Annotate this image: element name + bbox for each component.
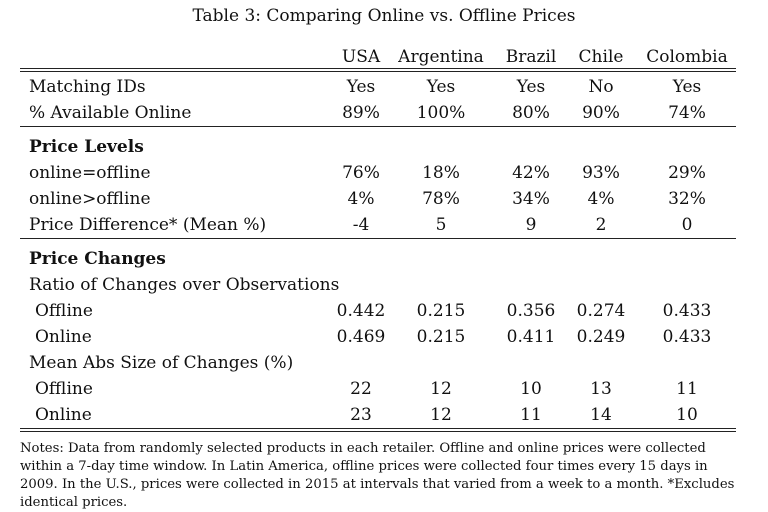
row-label: % Available Online (29, 103, 192, 123)
table-cell: 80% (512, 103, 550, 123)
table-cell: 10 (676, 405, 698, 425)
table-notes: Notes: Data from randomly selected produ… (20, 441, 735, 510)
table-cell: 4% (587, 189, 615, 209)
table-cell: 0.469 (336, 327, 386, 347)
row-label: online=offline (29, 163, 151, 183)
section-heading: Price Levels (29, 137, 144, 157)
table-cell: 22 (350, 379, 372, 399)
table-cell: 10 (520, 379, 542, 399)
bottom-rule (20, 428, 736, 429)
table-cell: -4 (352, 215, 370, 235)
column-header-argentina: Argentina (398, 47, 484, 67)
row-label: Matching IDs (29, 77, 146, 97)
row-label: Offline (35, 301, 93, 321)
table-cell: 0.356 (506, 301, 556, 321)
section-heading-row: Price Changes (0, 247, 768, 271)
section-rule-price-changes (20, 238, 736, 239)
table-cell: 12 (430, 379, 452, 399)
table-cell: 2 (595, 215, 607, 235)
table-cell: 13 (590, 379, 612, 399)
table-row: Mean Abs Size of Changes (%) (0, 351, 768, 375)
table-cell: 0.249 (576, 327, 626, 347)
table-cell: 0.215 (416, 327, 466, 347)
table-cell: 93% (582, 163, 620, 183)
section-heading: Price Changes (29, 249, 166, 269)
table-cell: 11 (520, 405, 542, 425)
table-cell: 14 (590, 405, 612, 425)
table-cell: Yes (426, 77, 456, 97)
table-cell: 0 (681, 215, 693, 235)
table-caption: Table 3: Comparing Online vs. Offline Pr… (192, 6, 576, 26)
section-heading-row: Price Levels (0, 135, 768, 159)
row-label: Online (35, 327, 92, 347)
row-label: Ratio of Changes over Observations (29, 275, 340, 295)
table-cell: No (588, 77, 614, 97)
top-rule-double (20, 71, 736, 72)
table-row: Ratio of Changes over Observations (0, 273, 768, 297)
table-cell: Yes (516, 77, 546, 97)
table-cell: 32% (668, 189, 706, 209)
table-cell: 5 (435, 215, 447, 235)
table-cell: 74% (668, 103, 706, 123)
table-cell: 76% (342, 163, 380, 183)
table-row: Online 0.469 0.215 0.411 0.249 0.433 (0, 325, 768, 349)
section-rule-price-levels (20, 126, 736, 127)
table-cell: 0.433 (662, 327, 712, 347)
row-label: Mean Abs Size of Changes (%) (29, 353, 294, 373)
table-row: online>offline 4% 78% 34% 4% 32% (0, 187, 768, 211)
row-label: online>offline (29, 189, 151, 209)
table-cell: Yes (346, 77, 376, 97)
column-header-chile: Chile (578, 47, 624, 67)
table-row: Offline 22 12 10 13 11 (0, 377, 768, 401)
row-label: Online (35, 405, 92, 425)
table-cell: Yes (672, 77, 702, 97)
table-cell: 100% (416, 103, 466, 123)
table-cell: 0.274 (576, 301, 626, 321)
table-cell: 42% (512, 163, 550, 183)
table-cell: 23 (350, 405, 372, 425)
row-label: Offline (35, 379, 93, 399)
top-rule (20, 68, 736, 69)
bottom-rule-double (20, 431, 736, 432)
table-cell: 89% (342, 103, 380, 123)
table-cell: 0.215 (416, 301, 466, 321)
row-label: Price Difference* (Mean %) (29, 215, 267, 235)
table-cell: 29% (668, 163, 706, 183)
table-cell: 0.433 (662, 301, 712, 321)
table-row: % Available Online 89% 100% 80% 90% 74% (0, 101, 768, 125)
table-cell: 0.411 (506, 327, 556, 347)
table-row: Matching IDs Yes Yes Yes No Yes (0, 75, 768, 99)
table-row: Online 23 12 11 14 10 (0, 403, 768, 427)
table-cell: 12 (430, 405, 452, 425)
table-cell: 4% (347, 189, 375, 209)
table-row: Offline 0.442 0.215 0.356 0.274 0.433 (0, 299, 768, 323)
table-cell: 34% (512, 189, 550, 209)
column-header-brazil: Brazil (505, 47, 557, 67)
table-cell: 78% (422, 189, 460, 209)
table-cell: 0.442 (336, 301, 386, 321)
column-header-usa: USA (341, 47, 381, 67)
table-cell: 90% (582, 103, 620, 123)
column-header-colombia: Colombia (646, 47, 728, 67)
header-row: USA Argentina Brazil Chile Colombia (0, 45, 768, 69)
table-row: Price Difference* (Mean %) -4 5 9 2 0 (0, 213, 768, 237)
table-row: online=offline 76% 18% 42% 93% 29% (0, 161, 768, 185)
table-cell: 11 (676, 379, 698, 399)
table-cell: 9 (525, 215, 537, 235)
table-cell: 18% (422, 163, 460, 183)
